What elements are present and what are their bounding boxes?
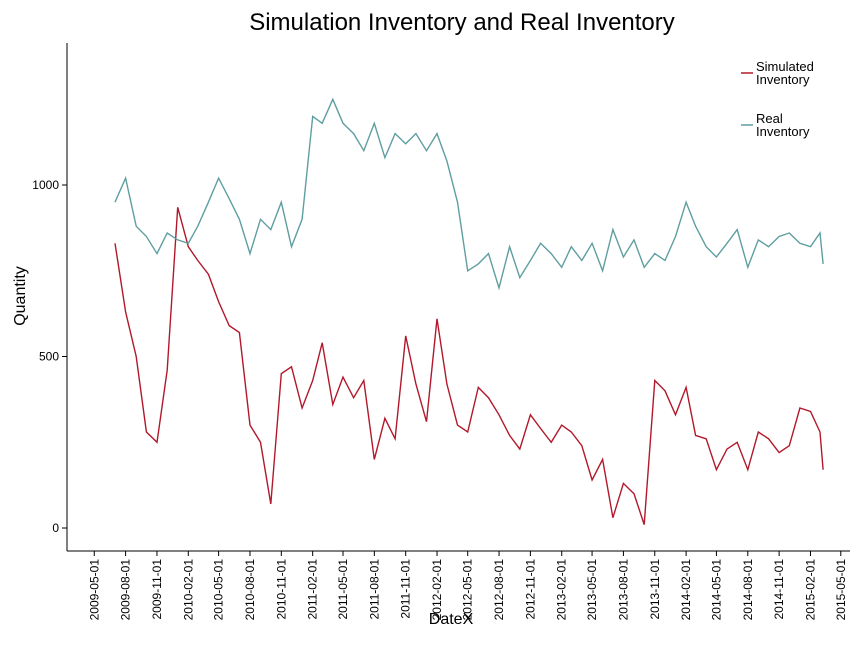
x-tick-label: 2009-08-01 bbox=[119, 559, 133, 621]
x-tick-label: 2014-11-01 bbox=[772, 559, 786, 620]
x-tick-label: 2010-05-01 bbox=[212, 559, 226, 621]
y-tick-label: 0 bbox=[52, 521, 59, 535]
x-tick-label: 2010-02-01 bbox=[181, 559, 195, 621]
x-tick-label: 2012-11-01 bbox=[523, 559, 537, 620]
legend-label: Simulated Inventory bbox=[756, 59, 814, 87]
chart-title: Simulation Inventory and Real Inventory bbox=[249, 9, 675, 36]
x-tick-label: 2011-02-01 bbox=[306, 559, 320, 620]
x-tick-label: 2009-11-01 bbox=[150, 559, 164, 620]
legend-label: Real Inventory bbox=[756, 111, 810, 139]
x-tick-label: 2012-02-01 bbox=[430, 559, 444, 621]
x-tick-label: 2012-05-01 bbox=[461, 559, 475, 621]
x-tick-label: 2013-08-01 bbox=[616, 559, 630, 621]
x-tick-label: 2014-05-01 bbox=[709, 559, 723, 621]
x-tick-label: 2012-08-01 bbox=[492, 559, 506, 621]
x-tick-label: 2013-05-01 bbox=[585, 559, 599, 621]
x-tick-label: 2010-08-01 bbox=[243, 559, 257, 621]
x-axis-label: DateX bbox=[429, 611, 474, 628]
series-line bbox=[114, 97, 824, 291]
x-tick-label: 2014-02-01 bbox=[679, 559, 693, 621]
x-tick-label: 2011-11-01 bbox=[399, 559, 413, 619]
x-tick-label: 2013-11-01 bbox=[648, 559, 662, 620]
y-tick-label: 1000 bbox=[32, 178, 59, 192]
x-tick-label: 2013-02-01 bbox=[555, 559, 569, 621]
series-line bbox=[114, 207, 824, 525]
y-tick-label: 500 bbox=[39, 350, 59, 364]
x-tick-label: 2015-02-01 bbox=[803, 559, 817, 621]
x-tick-label: 2015-05-01 bbox=[834, 559, 848, 621]
x-tick-label: 2009-05-01 bbox=[87, 559, 101, 621]
x-tick-label: 2011-05-01 bbox=[336, 559, 350, 620]
y-axis-label: Quantity bbox=[12, 266, 29, 326]
x-tick-label: 2014-08-01 bbox=[741, 559, 755, 621]
x-tick-label: 2010-11-01 bbox=[274, 559, 288, 620]
x-tick-label: 2011-08-01 bbox=[367, 559, 381, 620]
